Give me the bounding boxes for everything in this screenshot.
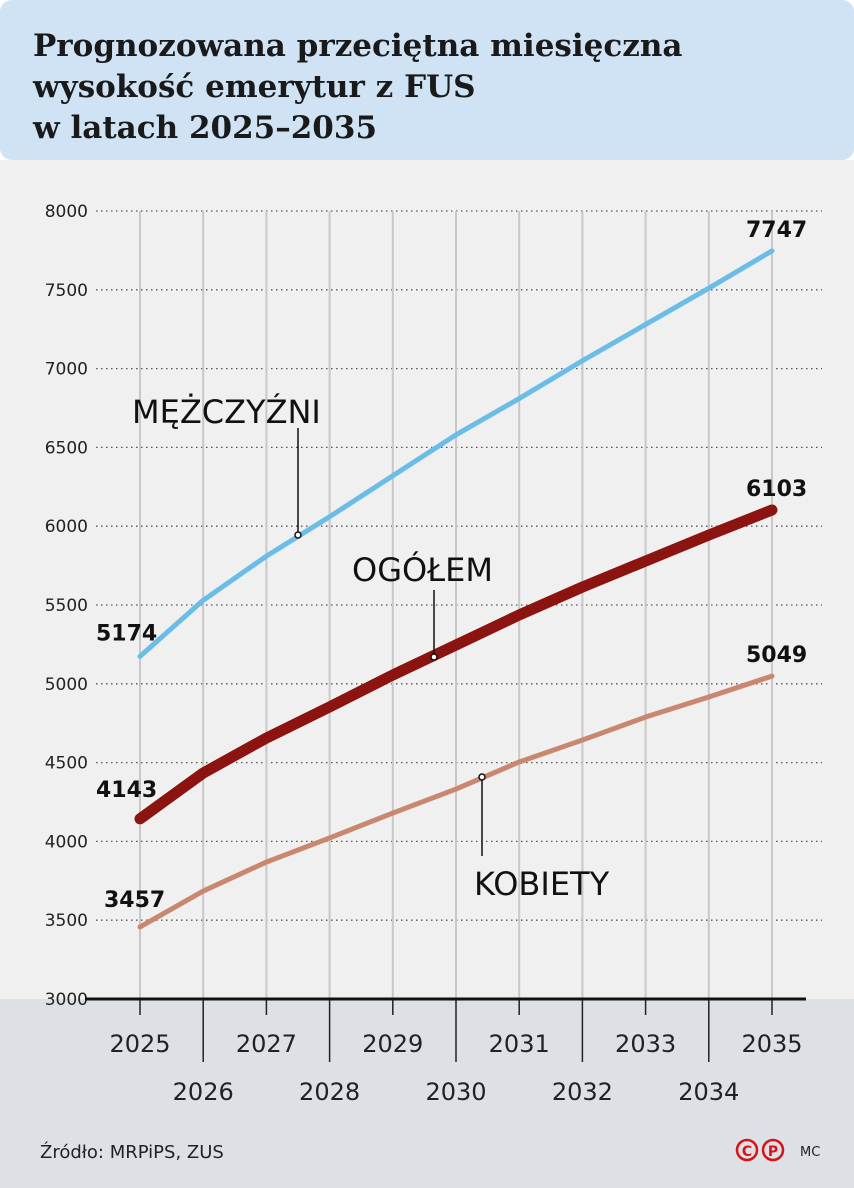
axis-background	[0, 999, 854, 1188]
chart-title: w latach 2025–2035	[32, 110, 377, 146]
x-tick-label: 2033	[615, 1030, 676, 1058]
series-label: OGÓŁEM	[352, 550, 493, 589]
value-label: 5049	[746, 643, 807, 668]
x-tick-label: 2034	[678, 1078, 739, 1106]
value-label: 5174	[96, 621, 157, 646]
x-tick-label: 2026	[173, 1078, 234, 1106]
x-tick-label: 2028	[299, 1078, 360, 1106]
author: MC	[800, 1145, 820, 1160]
x-tick-label: 2035	[741, 1030, 802, 1058]
value-label: 7747	[746, 218, 807, 243]
y-tick-label: 4000	[45, 832, 88, 852]
leader-dot	[478, 773, 486, 781]
series-label: MĘŻCZYŹNI	[132, 393, 321, 431]
y-tick-label: 7000	[45, 360, 88, 380]
x-tick-label: 2031	[489, 1030, 550, 1058]
leader-dot	[430, 653, 438, 661]
y-tick-label: 5000	[45, 675, 88, 695]
title-band	[0, 0, 854, 160]
y-tick-label: 3000	[45, 990, 88, 1010]
source: Źródło: MRPiPS, ZUS	[40, 1141, 224, 1163]
leader-dot	[294, 531, 302, 539]
series-line	[137, 248, 775, 659]
y-tick-label: 4500	[45, 754, 88, 774]
series-line	[137, 673, 775, 930]
grid: 3000 3500 4000 4500 5000 5500 6000 6500 7000 7500…	[45, 202, 822, 1106]
x-tick-label: 2025	[109, 1030, 170, 1058]
logo-circle	[735, 1138, 759, 1162]
chart-title: wysokość emerytur z FUS	[32, 69, 476, 105]
plot-background	[0, 160, 854, 1000]
y-tick-label: 3500	[45, 911, 88, 931]
plot: 5174 7747 4143 6103 3457 5049 MĘŻCZYŹNI OGÓŁEM K…	[96, 218, 807, 930]
x-tick-label: 2030	[425, 1078, 486, 1106]
logo-letter: P	[768, 1144, 778, 1160]
logo-circle	[761, 1138, 785, 1162]
series-line	[134, 504, 778, 825]
y-tick-label: 7500	[45, 281, 88, 301]
chart-title: Prognozowana przeciętna miesięczna	[33, 28, 683, 64]
logo-letter: C	[742, 1144, 752, 1160]
value-label: 3457	[104, 888, 165, 913]
x-tick-label: 2029	[362, 1030, 423, 1058]
x-tick-label: 2027	[236, 1030, 297, 1058]
series-label: KOBIETY	[474, 865, 610, 903]
value-label: 6103	[746, 477, 807, 502]
x-tick-label: 2032	[552, 1078, 613, 1106]
y-tick-label: 6000	[45, 517, 88, 537]
y-tick-label: 6500	[45, 438, 88, 458]
value-label: 4143	[96, 778, 157, 803]
y-tick-label: 5500	[45, 596, 88, 616]
y-tick-label: 8000	[45, 202, 88, 222]
